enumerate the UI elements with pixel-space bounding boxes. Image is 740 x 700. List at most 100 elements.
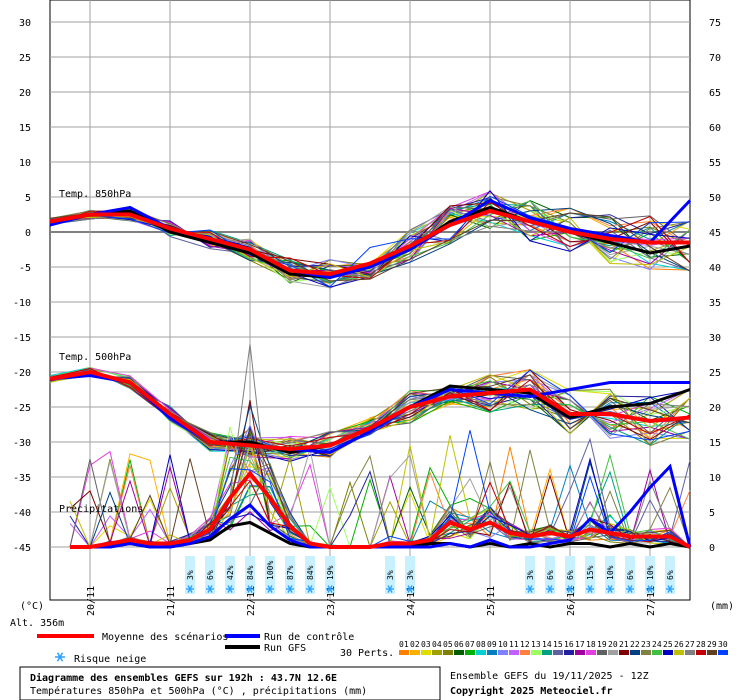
right-tick-label: 5	[709, 508, 715, 519]
right-tick-label: 60	[709, 123, 721, 134]
pert-number: 04	[432, 640, 442, 649]
right-tick-label: 15	[709, 438, 721, 449]
pert-swatch	[685, 650, 695, 655]
pert-swatch	[476, 650, 486, 655]
gridlines	[50, 0, 690, 600]
pert-number: 28	[696, 640, 706, 649]
snow-risk-pct: 6%	[566, 570, 575, 580]
date-tick-label: 25/11	[486, 586, 497, 616]
pert-number: 01	[399, 640, 409, 649]
left-tick-label: -45	[13, 543, 31, 554]
left-axis-ticks: 30 25 20 15 10 5 0 -5 -10 -15 -20 -25 -30 -35 -40 -45	[13, 18, 31, 554]
snowflake-icon	[646, 585, 654, 593]
legend-mean-label: Moyenne des scénarios	[102, 631, 228, 643]
pert-swatch	[586, 650, 596, 655]
right-tick-label: 70	[709, 53, 721, 64]
snow-risk-pct: 84%	[246, 565, 255, 580]
pert-number: 12	[520, 640, 530, 649]
pert-number: 10	[498, 640, 508, 649]
snow-risk-marks: 3% 6% 42% 84% 100% 87% 84% 19% 3% 3% 3% 6% 6% 15% 10% 6…	[186, 561, 675, 593]
snow-risk-bg	[325, 556, 335, 594]
pert-number: 02	[410, 640, 420, 649]
snowflake-icon	[55, 652, 65, 662]
snowflake-icon	[326, 585, 334, 593]
snow-risk-bg	[265, 556, 275, 594]
left-tick-label: 30	[19, 18, 31, 29]
snow-risk-bg	[285, 556, 295, 594]
pert-number: 08	[476, 640, 486, 649]
left-tick-label: -40	[13, 508, 31, 519]
pert-number: 07	[465, 640, 475, 649]
snow-risk-pct: 6%	[626, 570, 635, 580]
pert-number: 03	[421, 640, 431, 649]
snow-risk-bg	[205, 556, 215, 594]
pert-swatch	[663, 650, 673, 655]
snow-risk-bg	[525, 556, 535, 594]
precip-mean-line	[70, 470, 691, 549]
right-tick-label: 35	[709, 298, 721, 309]
right-tick-label: 75	[709, 18, 721, 29]
pert-swatch	[399, 650, 409, 655]
precip-label: Précipitations	[59, 503, 143, 515]
snow-risk-pct: 19%	[326, 565, 335, 580]
pert-swatch	[597, 650, 607, 655]
pert-swatch	[542, 650, 552, 655]
pert-swatch	[410, 650, 420, 655]
pert-number: 06	[454, 640, 464, 649]
t850-label: Temp. 850hPa	[59, 189, 131, 200]
right-tick-label: 45	[709, 228, 721, 239]
pert-number: 20	[608, 640, 618, 649]
pert-swatch	[509, 650, 519, 655]
pert-swatch	[454, 650, 464, 655]
right-tick-label: 50	[709, 193, 721, 204]
snow-risk-pct: 6%	[206, 570, 215, 580]
legend-perts-label: 30 Perts.	[340, 648, 394, 659]
snow-risk-bg	[585, 556, 595, 594]
left-axis-unit: (°C)	[20, 601, 44, 612]
legend-gfs-label: Run GFS	[264, 643, 306, 654]
pert-number: 17	[575, 640, 585, 649]
right-tick-label: 25	[709, 368, 721, 379]
pert-number: 09	[487, 640, 497, 649]
date-tick-label: 22/11	[246, 586, 257, 616]
altitude-label: Alt. 356m	[10, 618, 64, 629]
right-axis-unit: (mm)	[710, 601, 734, 612]
right-tick-label: 40	[709, 263, 721, 274]
right-tick-label: 20	[709, 403, 721, 414]
snowflake-icon	[386, 585, 394, 593]
pert-number: 11	[509, 640, 519, 649]
chart-title: Diagramme des ensembles GEFS sur 192h : …	[30, 672, 337, 684]
t500-mean-line	[49, 369, 691, 452]
pert-number: 05	[443, 640, 453, 649]
snow-risk-pct: 6%	[666, 570, 675, 580]
right-tick-label: 65	[709, 88, 721, 99]
pert-number: 15	[553, 640, 563, 649]
date-axis-ticks: 20/11 21/11 22/11 23/11 24/11 25/11 26/11 27/11	[86, 586, 657, 616]
snow-risk-pct: 6%	[546, 570, 555, 580]
pert-swatch	[498, 650, 508, 655]
right-tick-label: 10	[709, 473, 721, 484]
t500-label: Temp. 500hPa	[59, 352, 131, 363]
snow-risk-pct: 10%	[646, 565, 655, 580]
snow-risk-bg	[185, 556, 195, 594]
pert-swatch	[421, 650, 431, 655]
title-box	[19, 666, 441, 700]
left-tick-label: -5	[19, 263, 31, 274]
snow-risk-pct: 15%	[586, 565, 595, 580]
pert-swatch	[443, 650, 453, 655]
pert-number: 27	[685, 640, 695, 649]
snow-risk-bg	[225, 556, 235, 594]
main-series-lines	[49, 198, 692, 549]
snow-risk-bg	[605, 556, 615, 594]
pert-swatch	[707, 650, 717, 655]
pert-swatch	[641, 650, 651, 655]
pert-swatch	[696, 650, 706, 655]
snowflake-icon	[266, 585, 274, 593]
snow-risk-bg	[645, 556, 655, 594]
snow-risk-bg	[625, 556, 635, 594]
pert-number: 14	[542, 640, 552, 649]
pert-number: 13	[531, 640, 541, 649]
snow-risk-pct: 3%	[406, 570, 415, 580]
